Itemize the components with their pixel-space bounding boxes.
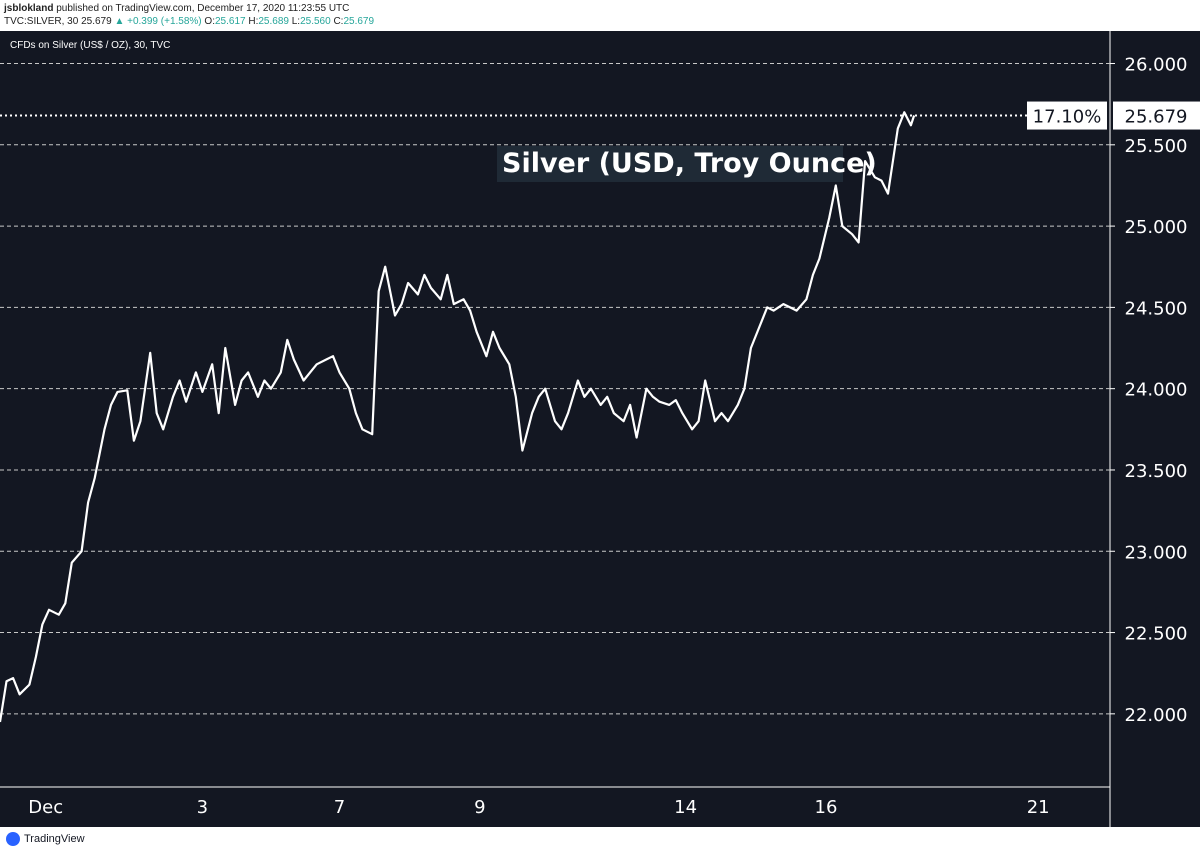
high-value: 25.689 <box>258 16 289 27</box>
chart-subtitle: CFDs on Silver (US$ / OZ), 30, TVC <box>10 40 170 51</box>
chart-title: Silver (USD, Troy Ounce) <box>502 148 877 179</box>
symbol-label: TVC:SILVER, 30 <box>4 16 79 27</box>
tradingview-logo-icon <box>6 832 20 846</box>
x-tick-label: 3 <box>197 797 208 818</box>
time-axis: Dec 3 7 9 14 16 21 <box>28 797 1049 818</box>
y-tick-label: 25.000 <box>1125 217 1188 238</box>
price-chart[interactable]: 22.000 22.500 23.000 23.500 24.000 24.500 25.0… <box>0 31 1200 827</box>
x-tick-label: 9 <box>474 797 485 818</box>
published-text: published on TradingView.com, December 1… <box>56 3 350 14</box>
ohlc-line: TVC:SILVER, 30 25.679 ▲ +0.399 (+1.58%) … <box>4 15 374 28</box>
x-tick-label: 16 <box>815 797 838 818</box>
price-axis: 22.000 22.500 23.000 23.500 24.000 24.500 25.0… <box>1110 55 1187 726</box>
y-tick-label: 25.500 <box>1125 136 1188 157</box>
x-tick-label: Dec <box>28 797 63 818</box>
footer-bar: TradingView <box>0 827 1200 853</box>
chart-title-background <box>497 146 843 182</box>
low-value: 25.560 <box>300 16 331 27</box>
series-line <box>0 111 916 723</box>
y-tick-label: 24.000 <box>1125 380 1188 401</box>
open-value: 25.617 <box>214 16 246 27</box>
y-tick-label: 24.500 <box>1125 298 1188 319</box>
last-price-label: 25.679 <box>1125 107 1188 128</box>
y-tick-label: 23.500 <box>1125 461 1188 482</box>
tradingview-logo[interactable]: TradingView <box>6 832 85 846</box>
close-label: C: <box>333 16 344 27</box>
percent-label: 17.10% <box>1033 107 1102 128</box>
close-value: 25.679 <box>343 16 375 27</box>
last-price: 25.679 <box>81 16 112 27</box>
y-tick-label: 22.000 <box>1125 705 1188 726</box>
price-change: ▲ +0.399 (+1.58%) <box>114 16 202 27</box>
y-tick-label: 26.000 <box>1125 55 1188 76</box>
tradingview-logo-text: TradingView <box>24 833 85 845</box>
open-label: O: <box>204 16 215 27</box>
percent-label-box <box>1027 101 1107 130</box>
author-name[interactable]: jsblokland <box>4 3 54 14</box>
low-label: L: <box>291 16 301 27</box>
x-tick-label: 14 <box>674 797 697 818</box>
publish-line: jsblokland published on TradingView.com,… <box>4 2 374 15</box>
grid-lines <box>0 63 1110 715</box>
y-tick-label: 23.000 <box>1125 542 1188 563</box>
high-label: H: <box>248 16 259 27</box>
x-tick-label: 7 <box>334 797 345 818</box>
last-price-label-box <box>1113 101 1200 130</box>
publish-info: jsblokland published on TradingView.com,… <box>4 2 374 28</box>
y-tick-label: 22.500 <box>1125 624 1188 645</box>
price-series <box>0 111 916 723</box>
x-tick-label: 21 <box>1027 797 1050 818</box>
